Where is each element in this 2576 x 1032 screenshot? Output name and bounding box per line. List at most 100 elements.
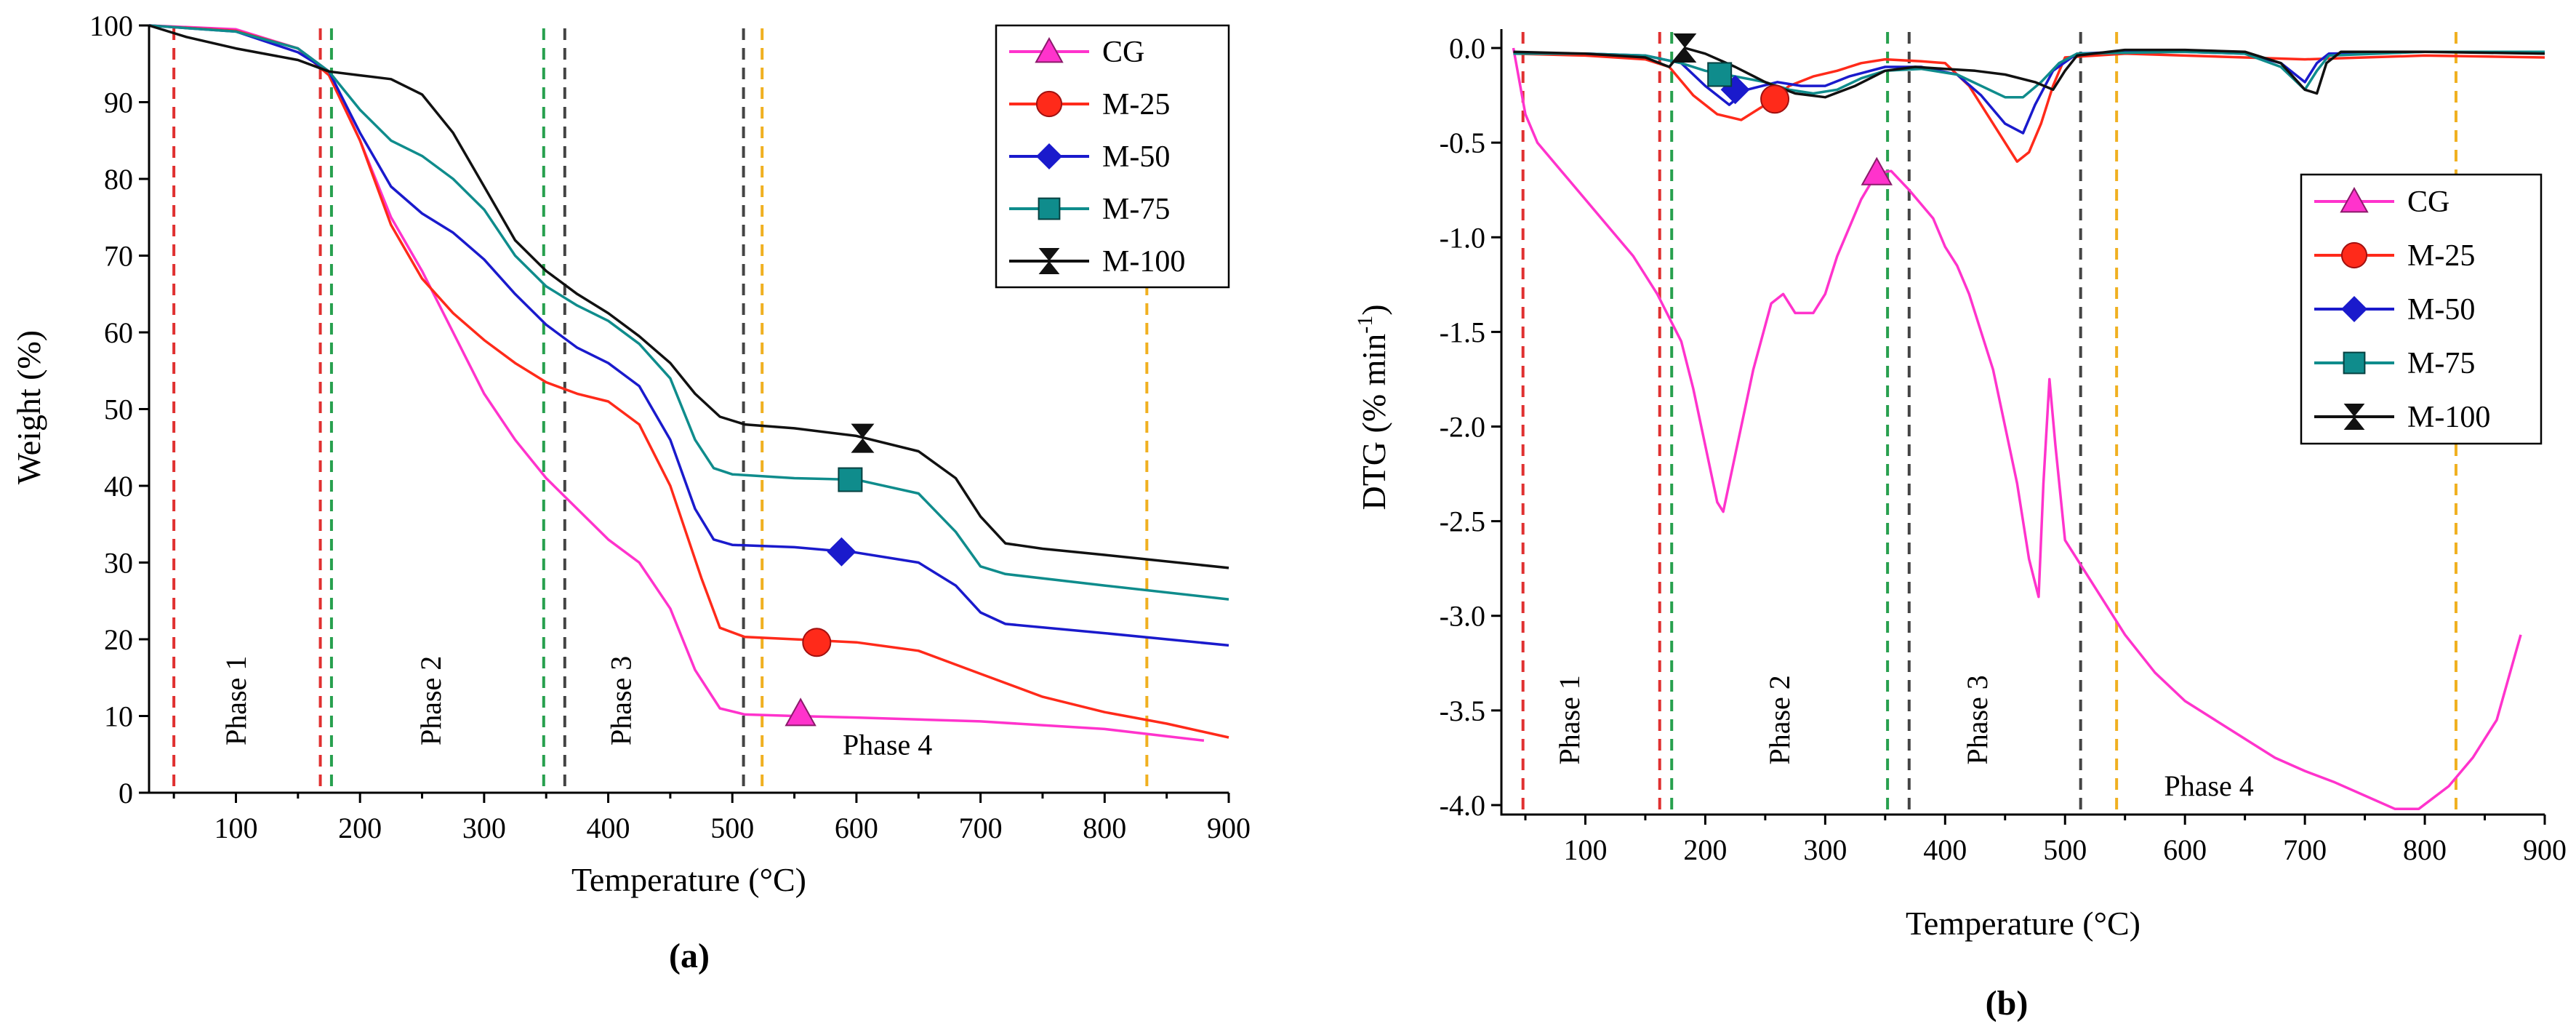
legend-label-m-25: M-25 — [2407, 239, 2475, 273]
x-tick-label: 500 — [2043, 833, 2087, 866]
y-tick-label: -2.0 — [1440, 411, 1485, 444]
series-line-m-100 — [148, 24, 1229, 569]
legend-marker-m-50 — [1036, 143, 1062, 169]
x-tick-label: 900 — [1207, 812, 1251, 844]
y-axis-title: DTG (% min-1) — [1353, 304, 1392, 510]
x-tick-label: 100 — [214, 812, 257, 844]
legend-label-cg: CG — [1102, 36, 1144, 69]
x-tick-label: 700 — [959, 812, 1003, 844]
legend-label-m-100: M-100 — [2407, 401, 2490, 434]
x-tick-label: 200 — [1683, 833, 1727, 866]
legend-label-m-100: M-100 — [1102, 245, 1185, 279]
x-tick-label: 300 — [462, 812, 506, 844]
y-axis-title-superscript: -1 — [1353, 316, 1377, 334]
data-marker-m-100 — [851, 423, 875, 453]
series-line-m-50 — [1513, 50, 2545, 135]
y-tick-label: 50 — [104, 393, 133, 426]
y-axis-title-text: Weight (%) — [10, 330, 47, 484]
y-tick-label: -4.0 — [1440, 789, 1485, 822]
data-marker-m-75 — [1707, 62, 1733, 87]
legend-label-cg: CG — [2407, 185, 2449, 219]
y-tick-label: 60 — [104, 316, 133, 349]
y-tick-label: 70 — [104, 240, 133, 273]
series-line-m-25 — [1513, 52, 2545, 163]
x-axis-title: Temperature (°C) — [571, 861, 806, 898]
data-marker-m-25 — [1760, 84, 1790, 114]
legend-marker-m-100 — [1038, 248, 1060, 274]
x-tick-label: 700 — [2283, 833, 2327, 866]
y-tick-label: -0.5 — [1440, 127, 1485, 159]
legend-marker-m-75 — [2343, 351, 2366, 375]
y-tick-label: 90 — [104, 87, 133, 119]
x-tick-label: 400 — [1923, 833, 1967, 866]
series-line-m-50 — [148, 24, 1229, 647]
phase-label: Phase 1 — [220, 656, 252, 745]
y-tick-label: 0 — [119, 777, 133, 809]
y-tick-label: 20 — [104, 623, 133, 656]
y-tick-label: -1.5 — [1440, 316, 1485, 348]
y-tick-label: 10 — [104, 700, 133, 733]
y-tick-label: -3.5 — [1440, 695, 1485, 727]
y-tick-label: 80 — [104, 163, 133, 196]
legend-marker-m-100 — [2343, 404, 2365, 430]
y-tick-label: 40 — [104, 470, 133, 503]
y-tick-label: 100 — [89, 9, 133, 42]
phase-label: Phase 2 — [414, 656, 447, 745]
phase-label: Phase 4 — [2164, 769, 2253, 802]
x-tick-label: 600 — [2163, 833, 2207, 866]
legend-marker-m-25 — [2340, 241, 2368, 269]
x-tick-label: 800 — [2403, 833, 2447, 866]
x-tick-label: 300 — [1803, 833, 1847, 866]
x-tick-label: 600 — [835, 812, 878, 844]
legend-marker-cg — [2340, 186, 2369, 213]
series-line-m-75 — [1513, 50, 2545, 99]
legend: CG M-25 M-50 M-75 M-100 — [995, 24, 1230, 289]
x-tick-label: 400 — [587, 812, 630, 844]
y-tick-label: -2.5 — [1440, 505, 1485, 538]
y-axis-title-text: DTG (% min — [1355, 334, 1392, 511]
data-marker-m-50 — [827, 537, 856, 567]
y-axis-title-end: ) — [1355, 304, 1392, 315]
x-tick-label: 900 — [2523, 833, 2567, 866]
data-marker-cg — [1861, 156, 1893, 185]
y-tick-label: 30 — [104, 547, 133, 580]
x-axis-title: Temperature (°C) — [1906, 905, 2140, 942]
y-axis-title: Weight (%) — [10, 330, 47, 484]
y-tick-label: 0.0 — [1449, 32, 1485, 65]
x-tick-label: 500 — [710, 812, 754, 844]
panel-label: (b) — [1986, 984, 2029, 1023]
legend: CG M-25 M-50 M-75 M-100 — [2300, 173, 2543, 445]
x-tick-label: 800 — [1083, 812, 1126, 844]
legend-label-m-50: M-50 — [1102, 140, 1170, 174]
phase-label: Phase 3 — [604, 656, 637, 745]
series-line-cg — [1512, 47, 2522, 810]
legend-label-m-50: M-50 — [2407, 293, 2475, 327]
legend-marker-cg — [1035, 36, 1064, 63]
chart-panel-b: 100 200 300 400 500 600 700 800 900 0.0 -0.5 -1.0 -1… — [1353, 29, 2567, 1023]
chart-panel-a: 100 200 300 400 500 600 700 800 900 0 10 20 30 40 50 60… — [10, 9, 1251, 975]
x-tick-label: 200 — [338, 812, 382, 844]
legend-label-m-75: M-75 — [1102, 193, 1170, 226]
legend-label-m-25: M-25 — [1102, 88, 1170, 121]
phase-label: Phase 3 — [1961, 675, 1994, 764]
legend-marker-m-25 — [1035, 90, 1063, 118]
panel-label: (a) — [669, 937, 710, 975]
legend-label-m-75: M-75 — [2407, 347, 2475, 380]
x-tick-label: 100 — [1563, 833, 1607, 866]
data-marker-m-75 — [838, 467, 863, 492]
y-tick-label: -1.0 — [1440, 221, 1485, 254]
legend-marker-m-50 — [2341, 296, 2367, 322]
series-line-m-75 — [148, 24, 1229, 601]
data-marker-m-25 — [802, 628, 832, 657]
legend-marker-m-75 — [1038, 197, 1061, 220]
y-tick-label: -3.0 — [1440, 600, 1485, 633]
series-line-m-25 — [148, 24, 1229, 739]
phase-label: Phase 1 — [1553, 675, 1586, 764]
data-marker-m-100 — [1673, 33, 1697, 63]
phase-label: Phase 4 — [843, 728, 932, 761]
series-line-m-100 — [1513, 47, 2545, 99]
data-marker-cg — [785, 697, 816, 727]
axis-frame — [1500, 29, 2545, 816]
phase-label: Phase 2 — [1763, 675, 1796, 764]
